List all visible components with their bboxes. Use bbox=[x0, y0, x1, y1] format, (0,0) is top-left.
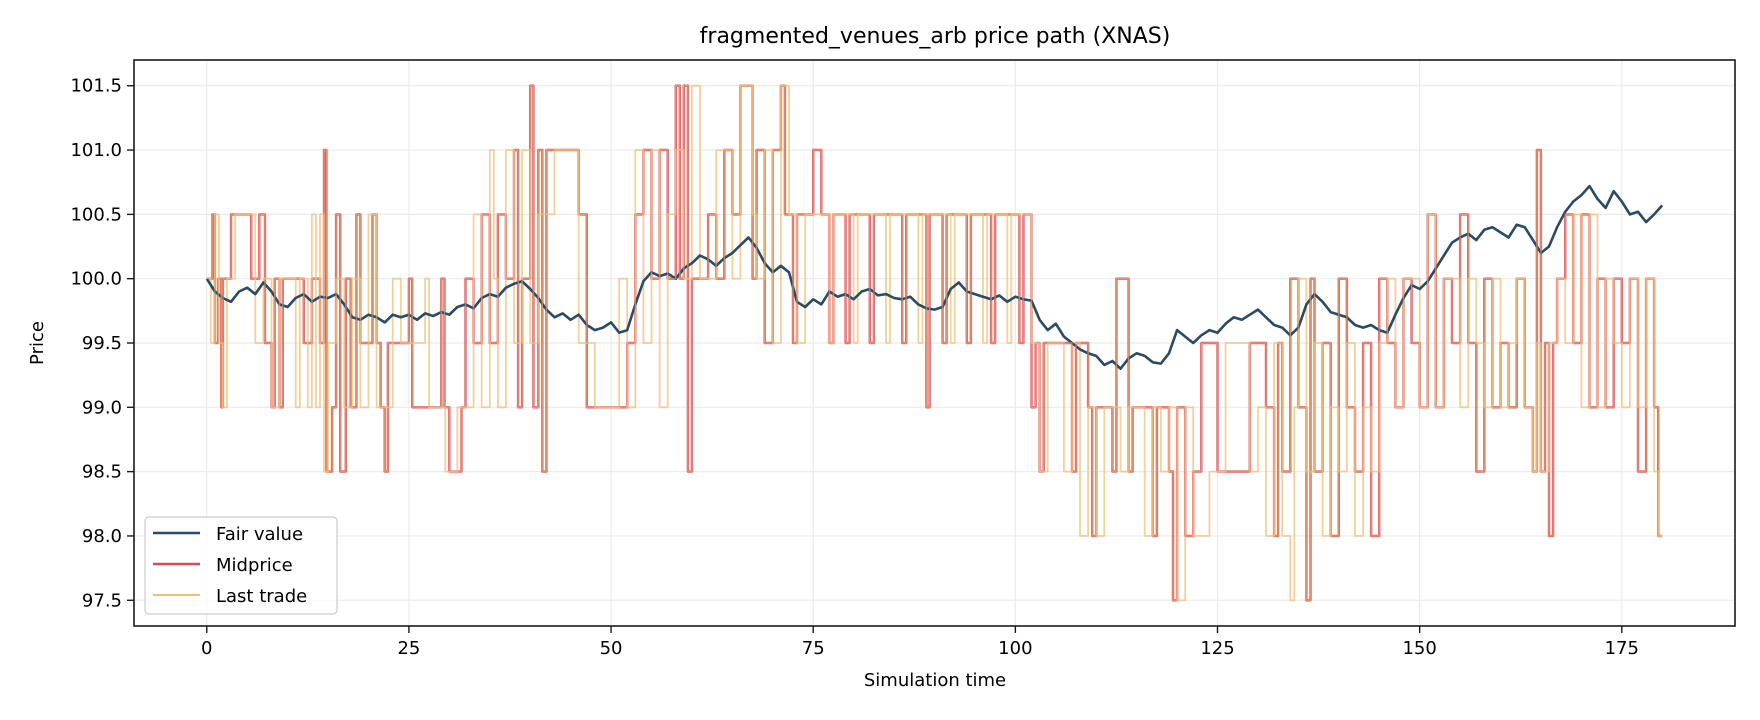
y-tick-label: 100.5 bbox=[70, 204, 122, 225]
x-tick-label: 175 bbox=[1605, 638, 1639, 659]
y-tick-label: 100.0 bbox=[70, 269, 122, 290]
x-tick-label: 100 bbox=[998, 638, 1032, 659]
x-axis-label: Simulation time bbox=[864, 670, 1006, 691]
fair-value-series bbox=[205, 184, 1664, 370]
legend: Fair value Midprice Last trade bbox=[144, 516, 338, 615]
y-tick-label: 98.5 bbox=[82, 462, 122, 483]
x-axis: 0 25 50 75 100 125 150 175 bbox=[201, 626, 1639, 659]
last-trade-series bbox=[206, 84, 1663, 602]
midprice-blend-overlay bbox=[206, 85, 1663, 601]
x-tick-label: 125 bbox=[1200, 638, 1234, 659]
y-tick-label: 99.0 bbox=[82, 397, 122, 418]
chart-title: fragmented_venues_arb price path (XNAS) bbox=[700, 24, 1171, 49]
y-tick-label: 99.5 bbox=[82, 333, 122, 354]
y-tick-label: 101.5 bbox=[70, 76, 122, 97]
y-tick-label: 98.0 bbox=[82, 526, 122, 547]
y-axis-label: Price bbox=[27, 321, 48, 365]
y-tick-label: 101.0 bbox=[70, 140, 122, 161]
x-tick-label: 50 bbox=[600, 638, 623, 659]
series-layer bbox=[205, 84, 1664, 602]
x-tick-label: 75 bbox=[802, 638, 825, 659]
legend-label-midprice: Midprice bbox=[216, 555, 293, 576]
x-tick-label: 25 bbox=[397, 638, 420, 659]
x-tick-label: 150 bbox=[1402, 638, 1436, 659]
legend-label-fair-value: Fair value bbox=[216, 524, 303, 545]
y-axis: 97.5 98.0 98.5 99.0 99.5 100.0 100.5 101.0 101.5 bbox=[70, 76, 134, 611]
legend-box bbox=[144, 516, 338, 615]
legend-label-last-trade: Last trade bbox=[216, 586, 307, 607]
x-tick-label: 0 bbox=[201, 638, 212, 659]
y-tick-label: 97.5 bbox=[82, 590, 122, 611]
